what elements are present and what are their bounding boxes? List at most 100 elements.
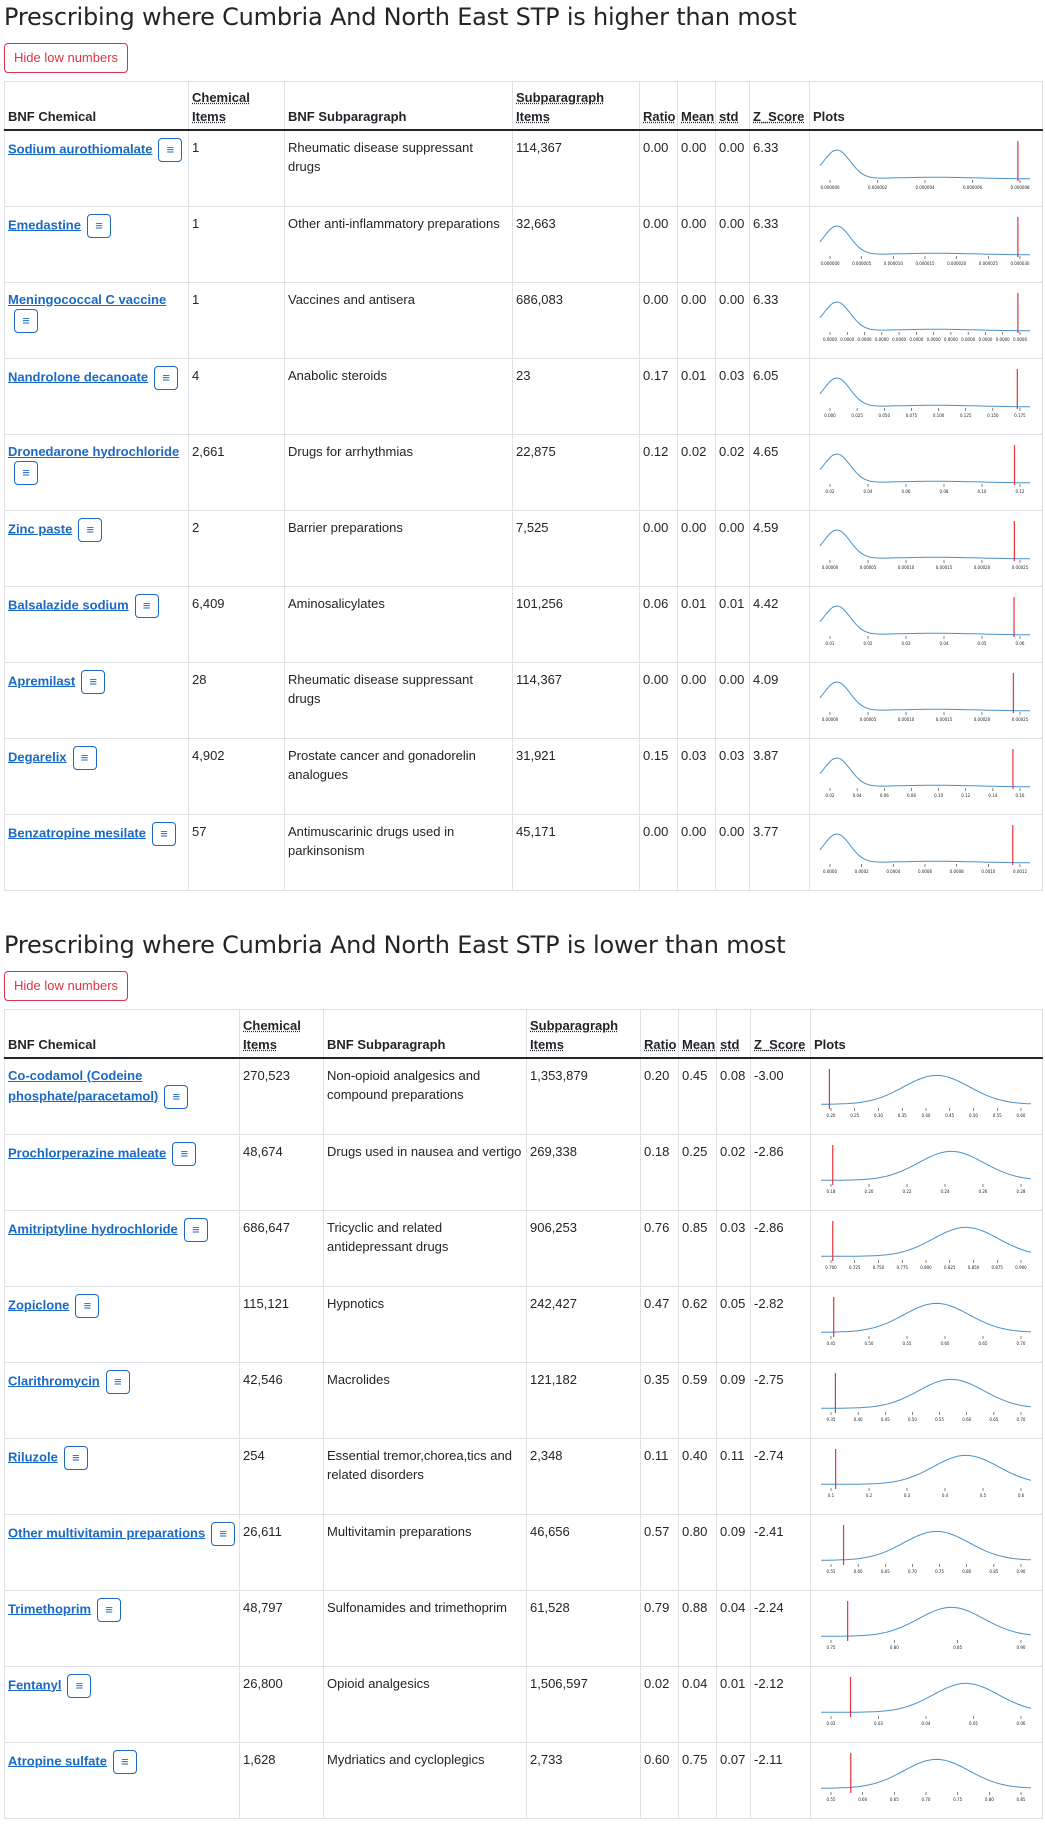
cell-chemical-items: 4 xyxy=(188,357,285,435)
chemical-link[interactable]: Co-codamol (Codeine phosphate/paracetamo… xyxy=(8,1067,159,1103)
chemical-link[interactable]: Zopiclone xyxy=(8,1296,70,1312)
chemical-link[interactable]: Fentanyl xyxy=(8,1676,62,1692)
row-menu-button[interactable]: ≡ xyxy=(154,365,179,390)
distribution-plot: 0.02 0.03 0.04 0.05 0.06 xyxy=(821,1676,1032,1726)
cell-mean: 0.01 xyxy=(677,357,716,435)
header-z-score[interactable]: Z_Score xyxy=(750,1009,811,1059)
header-ratio[interactable]: Ratio xyxy=(640,1009,679,1059)
header-std[interactable]: std xyxy=(716,1009,751,1059)
cell-std: 0.00 xyxy=(715,281,750,359)
row-menu-button[interactable]: ≡ xyxy=(67,1673,92,1698)
header-z-score[interactable]: Z_Score xyxy=(749,81,810,131)
chemical-link[interactable]: Other multivitamin preparations xyxy=(8,1524,206,1540)
tick-label: 0.1 xyxy=(828,1493,835,1498)
hamburger-icon: ≡ xyxy=(113,1374,122,1389)
cell-plot: 0.18 0.20 0.22 0.24 0.26 0.28 xyxy=(810,1133,1043,1211)
tick-label: 0.75 xyxy=(953,1797,962,1802)
row-menu-button[interactable]: ≡ xyxy=(134,593,159,618)
header-bnf-subparagraph: BNF Subparagraph xyxy=(323,1009,527,1059)
tick-label: 0.0010 xyxy=(981,869,995,874)
header-chemical-items[interactable]: Chemical Items xyxy=(239,1009,324,1059)
row-menu-button[interactable]: ≡ xyxy=(86,213,111,238)
header-mean[interactable]: Mean xyxy=(678,1009,717,1059)
cell-chemical-items: 1 xyxy=(188,281,285,359)
hamburger-icon: ≡ xyxy=(105,1602,113,1617)
cell-mean: 0.00 xyxy=(677,661,716,739)
cell-ratio: 0.00 xyxy=(639,281,678,359)
hide-low-numbers-button[interactable]: Hide low numbers xyxy=(4,970,129,1001)
row-menu-button[interactable]: ≡ xyxy=(63,1445,88,1470)
row-menu-button[interactable]: ≡ xyxy=(105,1369,130,1394)
density-curve xyxy=(821,1074,1032,1105)
header-ratio[interactable]: Ratio xyxy=(639,81,678,131)
chemical-link[interactable]: Dronedarone hydrochloride xyxy=(8,443,180,459)
chemical-link[interactable]: Emedastine xyxy=(8,216,81,232)
header-subparagraph-items[interactable]: Subparagraph Items xyxy=(512,81,640,131)
row-menu-button[interactable]: ≡ xyxy=(172,1141,197,1166)
row-menu-button[interactable]: ≡ xyxy=(211,1521,236,1546)
row-menu-button[interactable]: ≡ xyxy=(112,1749,137,1774)
cell-chemical-items: 57 xyxy=(188,813,285,891)
tick-label: 0.04 xyxy=(940,641,949,646)
row-menu-button[interactable]: ≡ xyxy=(81,669,106,694)
tick-label: 0.0002 xyxy=(855,869,869,874)
row-menu-button[interactable]: ≡ xyxy=(75,1293,100,1318)
cell-mean: 0.59 xyxy=(678,1361,717,1439)
row-menu-button[interactable]: ≡ xyxy=(14,308,38,333)
chemical-link[interactable]: Degarelix xyxy=(8,748,67,764)
cell-plot: 0.02 0.03 0.04 0.05 0.06 xyxy=(810,1665,1043,1743)
tick-label: 0.03 xyxy=(874,1721,883,1726)
table-row: Degarelix ≡ 4,902 Prostate cancer and gonad… xyxy=(4,737,1043,815)
cell-subparagraph: Rheumatic disease suppressant drugs xyxy=(284,661,513,739)
tick-label: 0.70 xyxy=(1017,1341,1026,1346)
tick-label: 0.000 xyxy=(824,413,836,418)
cell-ratio: 0.76 xyxy=(640,1209,679,1287)
chemical-link[interactable]: Prochlorperazine maleate xyxy=(8,1144,167,1160)
cell-mean: 0.75 xyxy=(678,1741,717,1819)
tick-label: 0.65 xyxy=(979,1341,988,1346)
table-row: Dronedarone hydrochloride ≡ 2,661 Drugs for… xyxy=(4,433,1043,511)
row-menu-button[interactable]: ≡ xyxy=(164,1084,189,1109)
header-mean[interactable]: Mean xyxy=(677,81,716,131)
tick-label: 0.45 xyxy=(827,1341,836,1346)
tick-label: 0.70 xyxy=(1017,1417,1026,1422)
cell-chemical-items: 254 xyxy=(239,1437,324,1515)
header-chemical-items[interactable]: Chemical Items xyxy=(188,81,285,131)
distribution-plot: 0.18 0.20 0.22 0.24 0.26 0.28 xyxy=(821,1144,1032,1194)
row-menu-button[interactable]: ≡ xyxy=(78,517,103,542)
cell-std: 0.00 xyxy=(715,661,750,739)
cell-chemical-items: 42,546 xyxy=(239,1361,324,1439)
header-std[interactable]: std xyxy=(715,81,750,131)
chemical-link[interactable]: Trimethoprim xyxy=(8,1600,92,1616)
cell-z-score: 4.59 xyxy=(749,509,810,587)
section-higher: Prescribing where Cumbria And North East… xyxy=(4,0,1043,891)
cell-std: 0.08 xyxy=(716,1057,751,1135)
cell-subparagraph-items: 114,367 xyxy=(512,661,640,739)
tick-label: 0.06 xyxy=(880,793,889,798)
chemical-link[interactable]: Apremilast xyxy=(8,672,76,688)
chemical-link[interactable]: Zinc paste xyxy=(8,520,73,536)
row-menu-button[interactable]: ≡ xyxy=(97,1597,122,1622)
chemical-link[interactable]: Clarithromycin xyxy=(8,1372,100,1388)
chemical-link[interactable]: Balsalazide sodium xyxy=(8,596,129,612)
chemical-link[interactable]: Benzatropine mesilate xyxy=(8,824,146,840)
chemical-link[interactable]: Meningococcal C vaccine xyxy=(8,291,167,307)
row-menu-button[interactable]: ≡ xyxy=(14,460,38,485)
chemical-link[interactable]: Atropine sulfate xyxy=(8,1752,107,1768)
cell-z-score: 6.33 xyxy=(749,129,810,207)
header-subparagraph-items[interactable]: Subparagraph Items xyxy=(526,1009,641,1059)
tick-label: 0.0000 xyxy=(944,337,958,342)
cell-subparagraph-items: 61,528 xyxy=(526,1589,641,1667)
row-menu-button[interactable]: ≡ xyxy=(152,821,176,846)
chemical-link[interactable]: Nandrolone decanoate xyxy=(8,368,149,384)
cell-subparagraph: Opioid analgesics xyxy=(323,1665,527,1743)
chemical-link[interactable]: Sodium aurothiomalate xyxy=(8,140,153,156)
chemical-link[interactable]: Riluzole xyxy=(8,1448,58,1464)
hide-low-numbers-button[interactable]: Hide low numbers xyxy=(4,42,129,73)
tick-label: 0.60 xyxy=(941,1341,950,1346)
row-menu-button[interactable]: ≡ xyxy=(72,745,97,770)
row-menu-button[interactable]: ≡ xyxy=(183,1217,208,1242)
tick-label: 0.125 xyxy=(960,413,972,418)
chemical-link[interactable]: Amitriptyline hydrochloride xyxy=(8,1220,178,1236)
row-menu-button[interactable]: ≡ xyxy=(158,137,183,162)
